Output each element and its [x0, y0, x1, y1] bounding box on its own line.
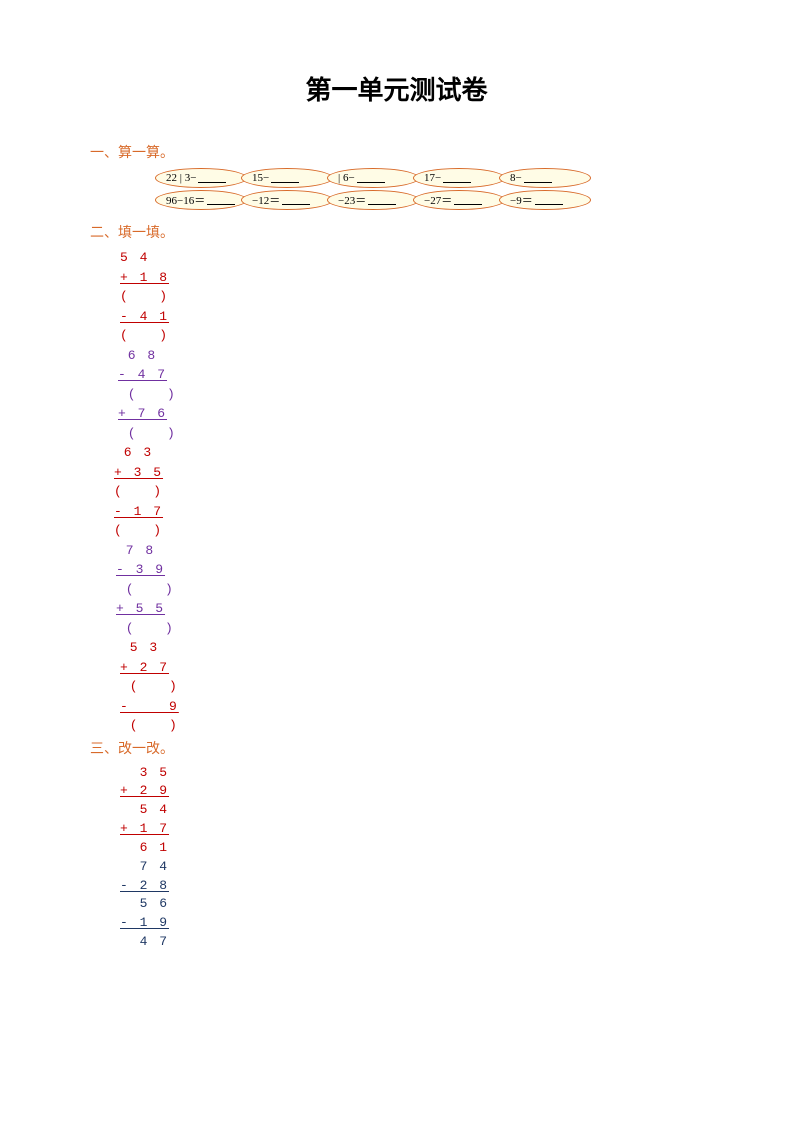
arithmetic-line: ( ) — [120, 677, 703, 697]
correction-line: 3 5 — [120, 764, 703, 783]
arithmetic-line: ( ) — [114, 482, 703, 502]
arithmetic-line: ( ) — [120, 716, 703, 736]
oval-blank — [357, 173, 385, 183]
arithmetic-line: 5 4 — [120, 248, 703, 268]
arithmetic-line: ( ) — [120, 326, 703, 346]
correction-line: + 1 7 — [120, 820, 703, 839]
oval-prefix: −23＝ — [338, 192, 366, 208]
correction-line: 4 7 — [120, 933, 703, 952]
arithmetic-line: ( ) — [116, 580, 703, 600]
correction-group: 3 5+ 2 9 5 4+ 1 7 6 1 — [120, 764, 703, 858]
oval-cell: 22 | 3− — [155, 168, 247, 188]
arithmetic-line: 5 3 — [120, 638, 703, 658]
correction-line: + 2 9 — [120, 782, 703, 801]
oval-cell: 15− — [241, 168, 333, 188]
arithmetic-line: + 5 5 — [116, 599, 703, 619]
arithmetic-line: ( ) — [120, 287, 703, 307]
oval-prefix: 8− — [510, 172, 522, 184]
arithmetic-line: + 7 6 — [118, 404, 703, 424]
section1-header-text: 一、算一算。 — [90, 146, 174, 161]
section3-header: 三、改一改。 — [90, 738, 703, 758]
oval-row-1: 22 | 3− 15− | 6− 17− 8− — [155, 168, 703, 188]
oval-cell: −9＝ — [499, 190, 591, 210]
oval-blank — [454, 195, 482, 205]
arithmetic-line: + 3 5 — [114, 463, 703, 483]
correction-line: 5 6 — [120, 895, 703, 914]
oval-blank — [198, 173, 226, 183]
correction-line: - 2 8 — [120, 877, 703, 896]
oval-blank — [282, 195, 310, 205]
oval-prefix: 96−16＝ — [166, 192, 205, 208]
oval-row-2: 96−16＝ −12＝ −23＝ −27＝ −9＝ — [155, 190, 703, 210]
oval-cell: −27＝ — [413, 190, 505, 210]
arithmetic-group: 5 4+ 1 8( )- 4 1( ) — [120, 248, 703, 346]
arithmetic-line: ( ) — [118, 424, 703, 444]
arithmetic-group: 7 8- 3 9 ( )+ 5 5 ( ) — [116, 541, 703, 639]
arithmetic-line: - 3 9 — [116, 560, 703, 580]
correction-line: 5 4 — [120, 801, 703, 820]
oval-cell: −23＝ — [327, 190, 419, 210]
arithmetic-line: - 1 7 — [114, 502, 703, 522]
section2-header-text: 二、填一填。 — [90, 226, 174, 241]
arithmetic-line: + 2 7 — [120, 658, 703, 678]
arithmetic-line: ( ) — [116, 619, 703, 639]
arithmetic-line: + 1 8 — [120, 268, 703, 288]
oval-blank — [207, 195, 235, 205]
oval-prefix: 17− — [424, 172, 441, 184]
arithmetic-line: - 9 — [120, 697, 703, 717]
oval-cell: 96−16＝ — [155, 190, 247, 210]
oval-prefix: 15− — [252, 172, 269, 184]
arithmetic-group: 6 3+ 3 5( )- 1 7( ) — [114, 443, 703, 541]
arithmetic-line: 7 8 — [116, 541, 703, 561]
oval-blank — [368, 195, 396, 205]
arithmetic-line: - 4 7 — [118, 365, 703, 385]
section1-header: 一、算一算。 — [90, 142, 703, 162]
correction-line: 6 1 — [120, 839, 703, 858]
page-title: 第一单元测试卷 — [90, 70, 703, 107]
section2-content: 5 4+ 1 8( )- 4 1( ) 6 8- 4 7 ( )+ 7 6 ( … — [90, 248, 703, 736]
oval-prefix: | 6− — [338, 172, 355, 184]
section3-header-text: 三、改一改。 — [90, 742, 174, 757]
oval-blank — [443, 173, 471, 183]
oval-prefix: −9＝ — [510, 192, 533, 208]
correction-group: 7 4- 2 8 5 6- 1 9 4 7 — [120, 858, 703, 952]
section3-content: 3 5+ 2 9 5 4+ 1 7 6 1 7 4- 2 8 5 6- 1 9 … — [90, 764, 703, 952]
oval-cell: −12＝ — [241, 190, 333, 210]
arithmetic-line: - 4 1 — [120, 307, 703, 327]
oval-cell: | 6− — [327, 168, 419, 188]
oval-prefix: −27＝ — [424, 192, 452, 208]
arithmetic-line: 6 8 — [118, 346, 703, 366]
section2-header: 二、填一填。 — [90, 222, 703, 242]
correction-line: - 1 9 — [120, 914, 703, 933]
oval-blank — [271, 173, 299, 183]
oval-chain: 22 | 3− 15− | 6− 17− 8− 96−16＝ −12＝ −23＝ −27＝ −9… — [155, 168, 703, 210]
arithmetic-line: ( ) — [114, 521, 703, 541]
oval-prefix: 22 | 3− — [166, 172, 196, 184]
arithmetic-line: 6 3 — [114, 443, 703, 463]
correction-line: 7 4 — [120, 858, 703, 877]
oval-cell: 8− — [499, 168, 591, 188]
oval-blank — [524, 173, 552, 183]
arithmetic-group: 5 3+ 2 7 ( )- 9 ( ) — [120, 638, 703, 736]
oval-blank — [535, 195, 563, 205]
arithmetic-group: 6 8- 4 7 ( )+ 7 6 ( ) — [118, 346, 703, 444]
arithmetic-line: ( ) — [118, 385, 703, 405]
oval-cell: 17− — [413, 168, 505, 188]
oval-prefix: −12＝ — [252, 192, 280, 208]
